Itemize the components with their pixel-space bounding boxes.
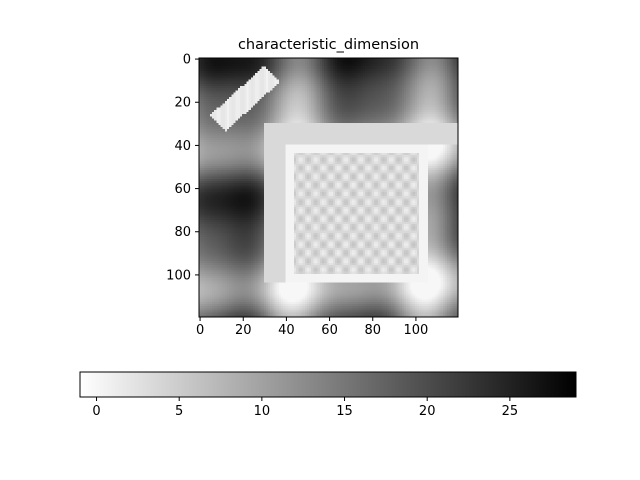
y-tick-label: 100 [166, 268, 191, 283]
colorbar-tick-label: 25 [502, 404, 519, 419]
colorbar-tick-label: 20 [419, 404, 436, 419]
y-tick-label: 40 [174, 139, 191, 154]
y-axis: 0 20 40 60 80 100 [166, 53, 199, 283]
x-tick-label: 60 [321, 323, 338, 338]
colorbar-tick-label: 5 [175, 404, 183, 419]
heatmap-image [199, 58, 458, 317]
y-tick-label: 0 [183, 53, 191, 68]
colorbar-axis: 0 5 10 15 20 25 [92, 397, 518, 419]
x-tick-label: 20 [235, 323, 252, 338]
colorbar-tick-label: 15 [336, 404, 353, 419]
colorbar-tick-label: 10 [254, 404, 271, 419]
colorbar [79, 371, 577, 398]
heatmap-pixels [199, 58, 458, 317]
x-axis: 0 20 40 60 80 100 [196, 317, 428, 338]
x-tick-label: 100 [403, 323, 428, 338]
y-tick-label: 20 [174, 96, 191, 111]
y-tick-label: 80 [174, 225, 191, 240]
colorbar-tick-label: 0 [92, 404, 100, 419]
x-tick-label: 40 [278, 323, 295, 338]
x-tick-label: 80 [364, 323, 381, 338]
chart-title: characteristic_dimension [238, 37, 419, 53]
y-tick-label: 60 [174, 182, 191, 197]
plot-frame [198, 57, 459, 318]
x-tick-label: 0 [196, 323, 204, 338]
